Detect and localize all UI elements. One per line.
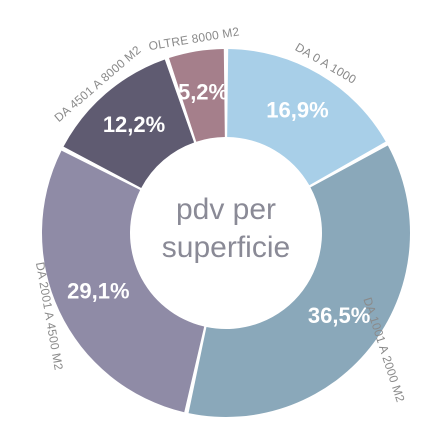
slices	[42, 49, 411, 417]
slice	[188, 145, 411, 417]
category-label: OLTRE 8000 M2	[148, 24, 241, 53]
value-label: 36,5%	[308, 303, 370, 328]
value-label: 29,1%	[67, 279, 129, 304]
value-label: 12,2%	[103, 112, 165, 137]
slice	[63, 59, 195, 188]
slice	[42, 150, 205, 413]
value-label: 5,2%	[178, 80, 228, 105]
center-text: pdv per	[176, 193, 276, 226]
slice	[168, 49, 225, 142]
slice	[227, 49, 386, 186]
center-text: superficie	[162, 231, 290, 264]
value-label: 16,9%	[266, 97, 328, 122]
